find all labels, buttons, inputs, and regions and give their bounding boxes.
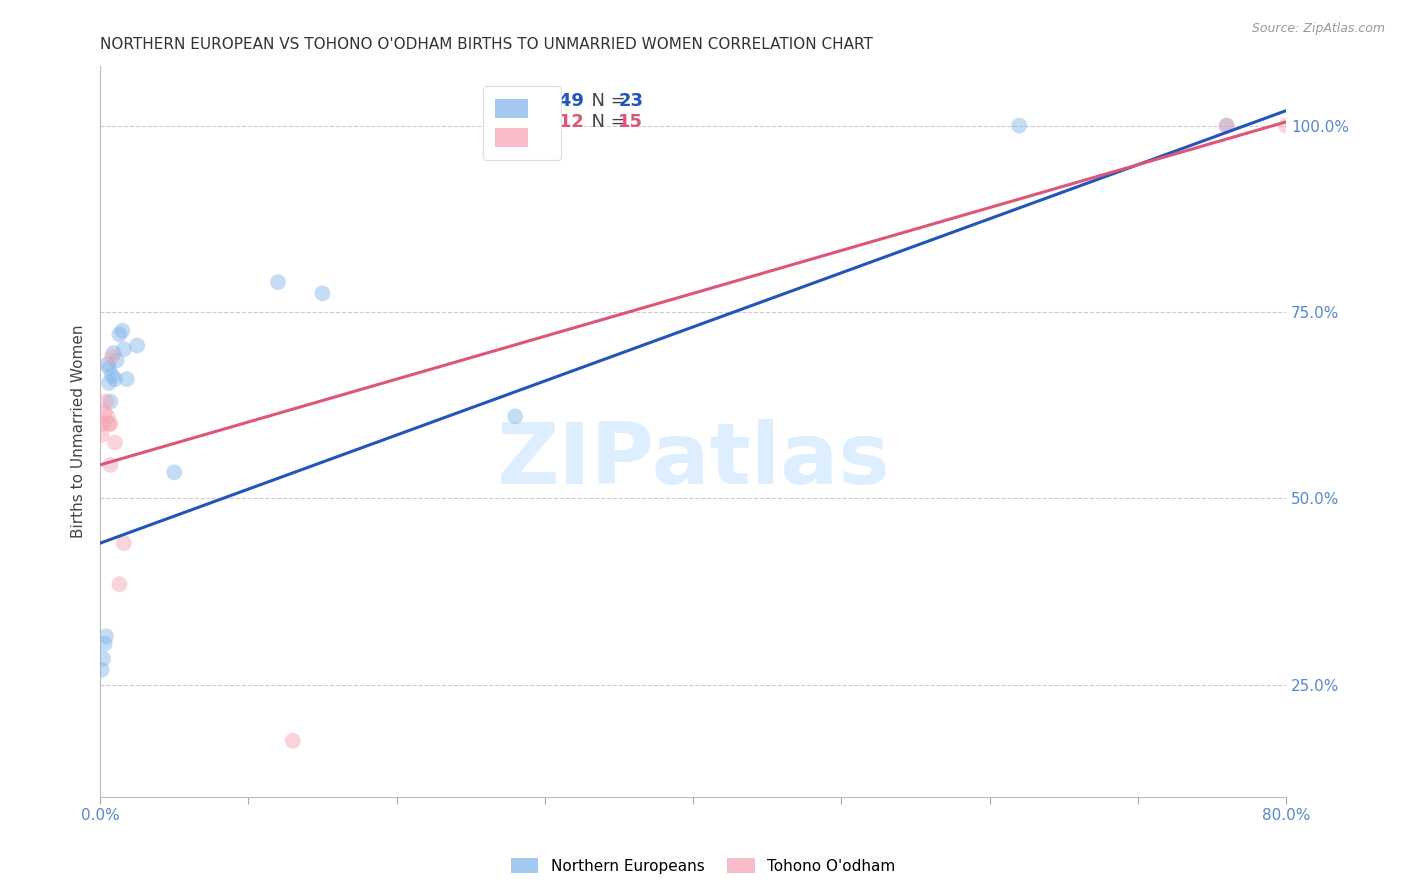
Point — [111, 324, 134, 338]
Point — [108, 327, 131, 342]
Point — [112, 343, 135, 357]
Point — [267, 275, 290, 289]
Point — [98, 376, 121, 390]
Text: 15: 15 — [619, 113, 644, 131]
Point — [311, 286, 333, 301]
Point — [96, 357, 118, 371]
Point — [90, 428, 112, 442]
Point — [108, 577, 131, 591]
Point — [90, 663, 112, 677]
Point — [94, 629, 117, 643]
Point — [91, 651, 114, 665]
Legend: Northern Europeans, Tohono O'odham: Northern Europeans, Tohono O'odham — [505, 852, 901, 880]
Point — [100, 417, 122, 431]
Point — [281, 733, 304, 747]
Point — [1215, 119, 1237, 133]
Point — [127, 338, 149, 352]
Point — [112, 536, 135, 550]
Text: 0.549: 0.549 — [527, 92, 583, 110]
Point — [104, 372, 127, 386]
Point — [96, 409, 118, 424]
Text: N =: N = — [581, 92, 631, 110]
Text: Source: ZipAtlas.com: Source: ZipAtlas.com — [1251, 22, 1385, 36]
Point — [94, 394, 117, 409]
Point — [103, 346, 125, 360]
Text: R =: R = — [498, 113, 536, 131]
Point — [98, 417, 121, 431]
Point — [101, 368, 124, 383]
Point — [93, 406, 115, 420]
Point — [105, 353, 128, 368]
Legend:  ,  : , — [482, 86, 561, 160]
Text: ZIPatlas: ZIPatlas — [496, 419, 890, 502]
Point — [1008, 119, 1031, 133]
Text: 23: 23 — [619, 92, 644, 110]
Text: NORTHERN EUROPEAN VS TOHONO O'ODHAM BIRTHS TO UNMARRIED WOMEN CORRELATION CHART: NORTHERN EUROPEAN VS TOHONO O'ODHAM BIRT… — [100, 37, 873, 53]
Point — [98, 360, 121, 375]
Text: R =: R = — [498, 92, 536, 110]
Point — [1215, 119, 1237, 133]
Text: 0.512: 0.512 — [527, 113, 583, 131]
Point — [93, 637, 115, 651]
Point — [104, 435, 127, 450]
Point — [101, 350, 124, 364]
Point — [100, 458, 122, 472]
Point — [1275, 119, 1298, 133]
Point — [91, 417, 114, 431]
Point — [163, 466, 186, 480]
Y-axis label: Births to Unmarried Women: Births to Unmarried Women — [72, 325, 86, 538]
Point — [115, 372, 138, 386]
Text: N =: N = — [581, 113, 631, 131]
Point — [503, 409, 526, 424]
Point — [100, 394, 122, 409]
